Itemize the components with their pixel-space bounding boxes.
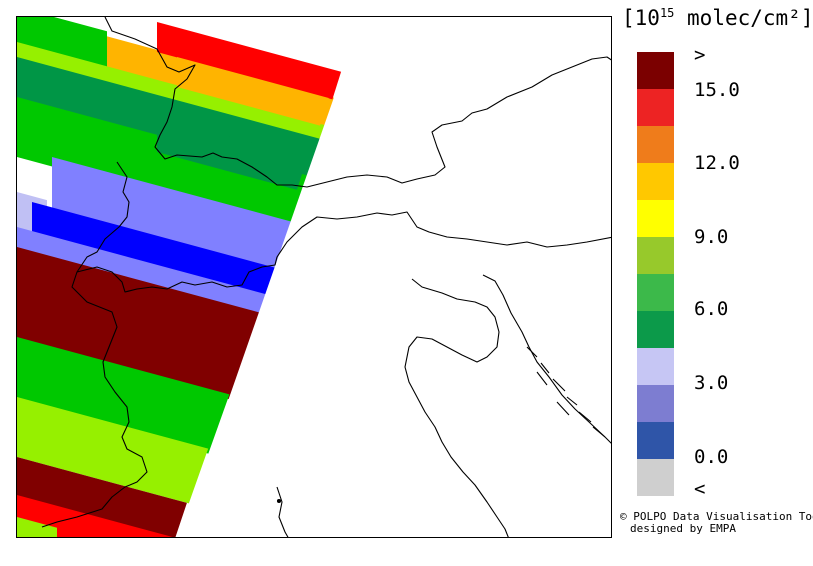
credit-line-2: designed by EMPA [630, 522, 736, 535]
legend-bar-1 [637, 89, 674, 126]
legend-bar-6 [637, 274, 674, 311]
satellite-swath [17, 17, 611, 537]
legend-tick-1: 15.0 [694, 79, 740, 101]
legend-tick-3: 9.0 [694, 226, 729, 248]
swath-band-14 [17, 397, 209, 504]
legend-bar-10 [637, 422, 674, 459]
swath-edge-mask [180, 17, 611, 537]
legend-tick-6: 0.0 [694, 446, 729, 468]
swath-band-17 [17, 517, 57, 537]
legend-bar-3 [637, 163, 674, 200]
map-canvas [17, 17, 611, 537]
swath-band-8 [52, 157, 294, 277]
swath-band-1 [157, 22, 342, 100]
legend-bar-2 [637, 126, 674, 163]
croatia-islands [526, 346, 606, 438]
corsica [276, 486, 289, 537]
swath-band-16 [17, 495, 173, 537]
legend-tick-0: > [694, 44, 706, 66]
map-panel[interactable] [16, 16, 612, 538]
legend-bar-0 [637, 52, 674, 89]
swath-band-13 [17, 337, 230, 454]
swath-band-4 [177, 57, 329, 126]
legend-tick-7: < [694, 478, 706, 500]
swath-band-6 [17, 97, 315, 233]
swath-band-10 [32, 202, 278, 301]
legend-bar-8 [637, 348, 674, 385]
alps-border [76, 161, 611, 293]
color-legend: [1015 molec/cm²] >15.0 12.0 9.0 6.0 3.0 0.0 < … [612, 0, 813, 566]
credit-line-1: © POLPO Data Visualisation Tool [620, 510, 813, 523]
legend-bar-9 [637, 385, 674, 422]
legend-tick-4: 6.0 [694, 298, 729, 320]
legend-bar-11 [637, 459, 674, 496]
swath-band-15 [17, 457, 187, 537]
legend-bar-7 [637, 311, 674, 348]
north-border [104, 17, 611, 188]
legend-bar-5 [637, 237, 674, 274]
swath-band-7 [157, 117, 308, 190]
legend-tick-2: 12.0 [694, 152, 740, 174]
coastlines-borders [41, 17, 611, 537]
adriatic-coast [482, 274, 611, 444]
legend-bar-4 [637, 200, 674, 237]
west-border [41, 271, 148, 528]
legend-unit-title: [1015 molec/cm²] [622, 6, 813, 30]
legend-tick-5: 3.0 [694, 372, 729, 394]
italy-coast [404, 278, 509, 537]
swath-band-12 [17, 247, 262, 400]
